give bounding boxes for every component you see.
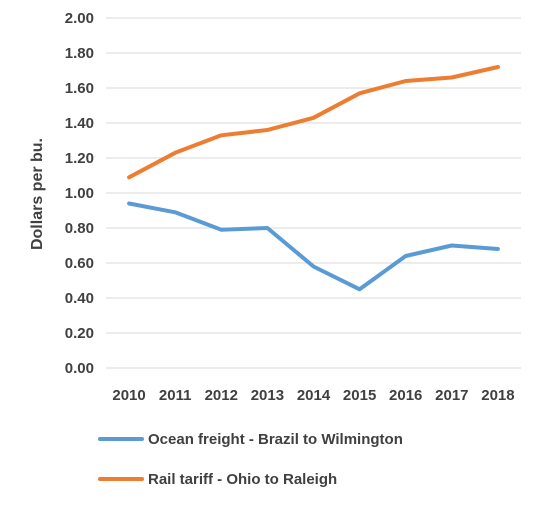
- legend: Ocean freight - Brazil to Wilmington Rail…: [98, 431, 403, 488]
- x-axis-ticks: 2010 2011 2012 2013 2014 2015 2016 2017 2018: [112, 387, 514, 404]
- y-tick-label: 1.40: [65, 115, 94, 132]
- y-tick-label: 2.00: [65, 10, 94, 27]
- x-tick-label: 2012: [205, 387, 238, 404]
- y-tick-label: 1.80: [65, 45, 94, 62]
- y-tick-label: 0.20: [65, 325, 94, 342]
- x-tick-label: 2013: [251, 387, 284, 404]
- y-tick-label: 0.80: [65, 220, 94, 237]
- y-axis-title: Dollars per bu.: [29, 138, 46, 250]
- y-tick-label: 1.00: [65, 185, 94, 202]
- y-tick-label: 1.60: [65, 80, 94, 97]
- y-tick-label: 0.00: [65, 360, 94, 377]
- series-line-2: [127, 65, 500, 180]
- legend-entry-1: Ocean freight - Brazil to Wilmington: [98, 431, 403, 448]
- x-tick-label: 2015: [343, 387, 376, 404]
- x-tick-label: 2016: [389, 387, 422, 404]
- x-tick-label: 2011: [159, 387, 192, 404]
- series-line-1: [127, 201, 500, 292]
- series-lines: [127, 65, 500, 292]
- x-tick-label: 2010: [112, 387, 145, 404]
- y-tick-label: 0.40: [65, 290, 94, 307]
- legend-entry-2: Rail tariff - Ohio to Raleigh: [98, 471, 337, 488]
- y-axis-ticks: 0.00 0.20 0.40 0.60 0.80 1.00 1.20 1.40 1.60 1.80…: [65, 10, 94, 377]
- y-tick-label: 1.20: [65, 150, 94, 167]
- x-tick-label: 2017: [435, 387, 468, 404]
- y-tick-label: 0.60: [65, 255, 94, 272]
- legend-label: Rail tariff - Ohio to Raleigh: [148, 471, 337, 488]
- x-tick-label: 2018: [481, 387, 514, 404]
- gridlines: [106, 17, 521, 334]
- legend-label: Ocean freight - Brazil to Wilmington: [148, 431, 403, 448]
- x-tick-label: 2014: [297, 387, 331, 404]
